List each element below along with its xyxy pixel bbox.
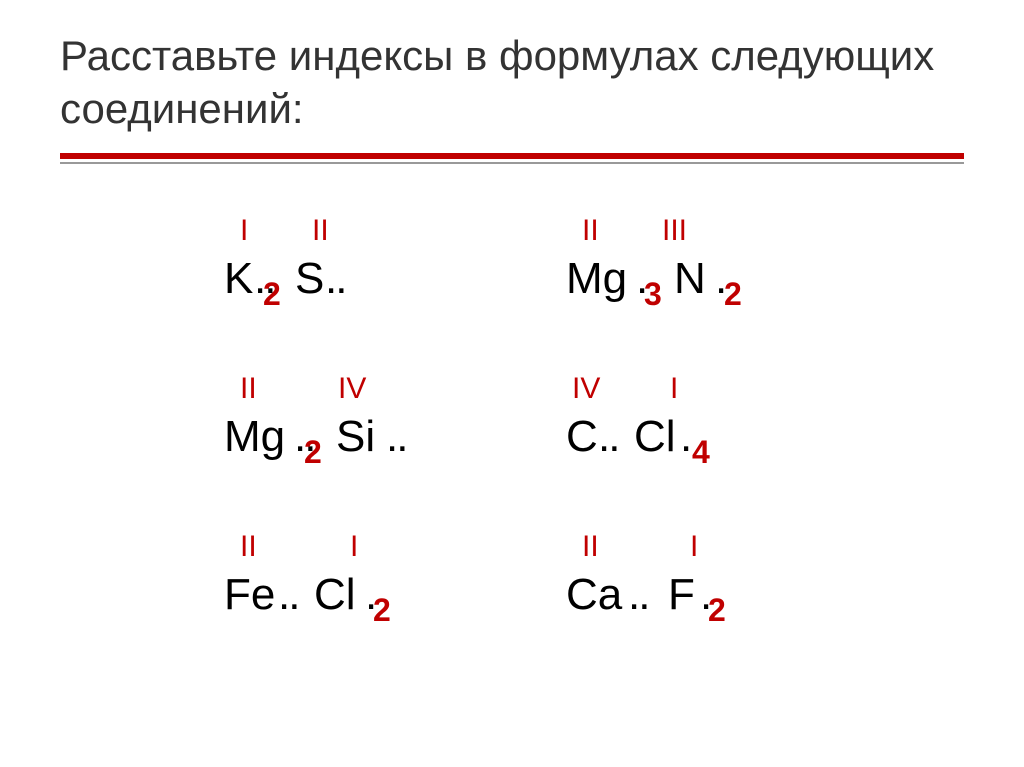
valence-row: I II (210, 214, 512, 254)
valence-1: II (240, 530, 257, 564)
dots-1: .. (598, 412, 618, 462)
element-2: Cl (314, 570, 356, 620)
element-1: C (566, 412, 598, 462)
formula-cell: II III Mg . 3 N . 2 (552, 214, 854, 314)
element-1: Fe (224, 570, 275, 620)
title-underline (60, 153, 964, 164)
element-1: K (224, 254, 253, 304)
index-1: 3 (644, 276, 662, 313)
valence-2: I (670, 372, 678, 406)
index-2: 2 (708, 592, 726, 629)
formula-cell: IV I C .. Cl . 4 (552, 372, 854, 472)
element-2: Cl (634, 412, 676, 462)
formula-cell: II IV Mg .. 2 Si .. (210, 372, 512, 472)
dots-1: .. (278, 570, 298, 620)
element-1: Ca (566, 570, 622, 620)
index-1: 2 (263, 276, 281, 313)
formula-row: Mg . 3 N . 2 (552, 254, 854, 314)
index-2: 4 (692, 434, 710, 471)
underline-grey (60, 162, 964, 164)
formula-row: Fe .. Cl . 2 (210, 570, 512, 630)
valence-2: I (690, 530, 698, 564)
valence-1: I (240, 214, 248, 248)
dots-1: .. (628, 570, 648, 620)
formula-cell: I II K .. 2 S .. (210, 214, 512, 314)
formula-grid: I II K .. 2 S .. II III Mg . 3 N . 2 II … (60, 214, 964, 630)
valence-2: II (312, 214, 329, 248)
formula-row: K .. 2 S .. (210, 254, 512, 314)
valence-row: II I (552, 530, 854, 570)
valence-1: IV (572, 372, 600, 406)
valence-row: II I (210, 530, 512, 570)
formula-row: C .. Cl . 4 (552, 412, 854, 472)
element-1: Mg (566, 254, 627, 304)
dots-2: .. (325, 254, 345, 304)
dots-2: .. (386, 412, 406, 462)
index-2: 2 (373, 592, 391, 629)
valence-1: II (582, 214, 599, 248)
underline-red (60, 153, 964, 159)
index-2: 2 (724, 276, 742, 313)
valence-row: II IV (210, 372, 512, 412)
valence-1: II (240, 372, 257, 406)
formula-row: Ca .. F . 2 (552, 570, 854, 630)
formula-cell: II I Ca .. F . 2 (552, 530, 854, 630)
element-2: N (674, 254, 706, 304)
valence-2: I (350, 530, 358, 564)
formula-row: Mg .. 2 Si .. (210, 412, 512, 472)
element-2: Si (336, 412, 375, 462)
valence-row: IV I (552, 372, 854, 412)
element-2: F (668, 570, 695, 620)
valence-2: III (662, 214, 687, 248)
slide-title: Расставьте индексы в формулах следующих … (60, 30, 964, 135)
index-1: 2 (304, 434, 322, 471)
formula-cell: II I Fe .. Cl . 2 (210, 530, 512, 630)
valence-1: II (582, 530, 599, 564)
element-2: S (295, 254, 324, 304)
valence-row: II III (552, 214, 854, 254)
element-1: Mg (224, 412, 285, 462)
dots-2: . (680, 412, 690, 462)
valence-2: IV (338, 372, 366, 406)
